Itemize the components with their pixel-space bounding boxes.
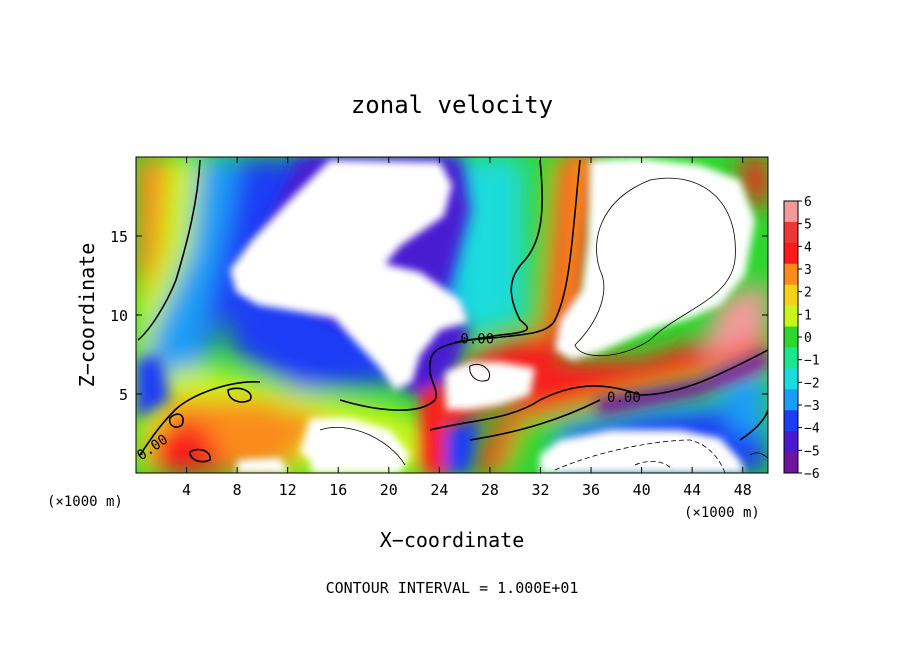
colorbar-label: 4 [804, 240, 812, 255]
x-tick-label: 36 [582, 481, 600, 499]
y-unit-label: (×1000 m) [47, 494, 123, 510]
x-tick-label: 20 [380, 481, 398, 499]
colorbar-label: 5 [804, 218, 812, 233]
colorbar-swatch [784, 221, 798, 244]
contour-label: 0.00 [460, 332, 494, 348]
velocity-field [136, 157, 768, 473]
colorbar-label: 1 [804, 308, 812, 323]
y-tick-label: 5 [119, 386, 128, 404]
x-tick-label: 16 [329, 481, 347, 499]
colorbar-swatch [784, 431, 798, 453]
colorbar-swatch [784, 263, 798, 286]
colorbar-label: −2 [804, 376, 820, 391]
colorbar-swatch [784, 389, 798, 411]
colorbar-label: 2 [804, 286, 812, 301]
x-tick-label: 12 [279, 481, 297, 499]
y-tick-label: 15 [110, 228, 128, 246]
x-unit-label: (×1000 m) [684, 505, 760, 521]
colorbar-swatch [784, 305, 798, 328]
colorbar: 6 5 4 3 2 1 0 −1 −2 −3 −4 −5 −6 [783, 195, 820, 482]
x-tick-label: 32 [531, 481, 549, 499]
colorbar-swatch [784, 452, 798, 474]
colorbar-swatch [784, 347, 798, 369]
y-axis-title: Z−coordinate [75, 243, 99, 388]
x-tick-label: 4 [182, 481, 191, 499]
colorbar-swatch [784, 242, 798, 265]
colorbar-swatch [784, 410, 798, 432]
colorbar-label: −5 [804, 444, 820, 459]
colorbar-label: 0 [804, 331, 812, 346]
chart-title: zonal velocity [351, 91, 553, 119]
x-tick-label: 28 [481, 481, 499, 499]
x-axis: 4 8 12 16 20 24 28 32 36 40 44 48 [182, 157, 752, 499]
x-tick-label: 44 [683, 481, 701, 499]
contour-label: 0.00 [607, 390, 641, 406]
colorbar-label: −3 [804, 399, 820, 414]
x-tick-label: 48 [734, 481, 752, 499]
x-tick-label: 8 [233, 481, 242, 499]
x-axis-title: X−coordinate [380, 528, 525, 552]
colorbar-label: −6 [804, 467, 820, 482]
x-tick-label: 40 [633, 481, 651, 499]
colorbar-swatch [784, 284, 798, 307]
colorbar-swatch [784, 368, 798, 390]
y-tick-label: 10 [110, 307, 128, 325]
colorbar-label: 6 [804, 195, 812, 210]
colorbar-label: 3 [804, 263, 812, 278]
y-axis: 5 10 15 [110, 228, 768, 404]
x-tick-label: 24 [430, 481, 448, 499]
colorbar-swatch [784, 201, 798, 223]
colorbar-swatch [784, 326, 798, 348]
contour-interval-note: CONTOUR INTERVAL = 1.000E+01 [326, 579, 579, 597]
colorbar-label: −1 [804, 354, 820, 369]
colorbar-label: −4 [804, 422, 820, 437]
contour-lines [137, 159, 768, 473]
